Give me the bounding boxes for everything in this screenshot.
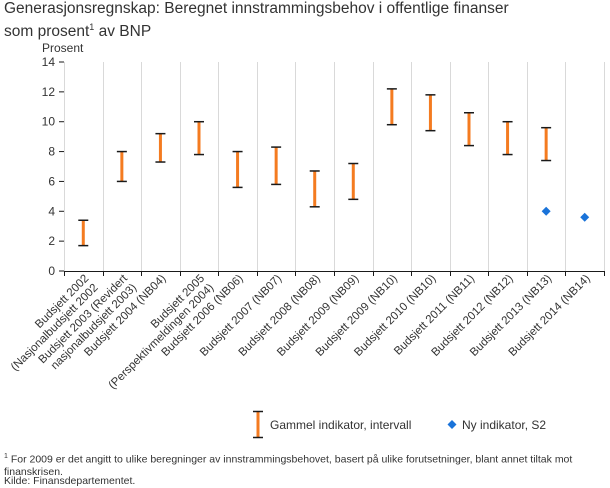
range-bar xyxy=(116,150,127,183)
legend-diamond-symbol xyxy=(447,420,457,429)
footnote: 1 For 2009 er det angitt to ulike beregn… xyxy=(4,451,604,478)
title-line-2a: som prosent xyxy=(4,23,90,41)
y-tick-label: 14 xyxy=(42,55,56,69)
x-axis: Budsjett 2002(Nasjonalbudsjett 2002Budsj… xyxy=(9,271,605,392)
y-tick-label: 8 xyxy=(48,145,55,159)
legend-range-symbol xyxy=(253,410,263,439)
title-footnote-mark: 1 xyxy=(89,22,95,32)
range-bar xyxy=(348,162,359,201)
title-line-1: Generasjonsregnskap: Beregnet innstrammi… xyxy=(4,0,509,17)
y-tick-label: 2 xyxy=(48,234,55,248)
legend-range-label: Gammel indikator, intervall xyxy=(270,418,411,432)
footnote-text: For 2009 er det angitt to ulike beregnin… xyxy=(4,453,573,478)
y-axis-label: Prosent xyxy=(42,41,84,55)
range-bar xyxy=(194,120,204,156)
source-note: Kilde: Finansdepartementet. xyxy=(4,475,136,487)
y-tick-label: 10 xyxy=(42,115,56,129)
legend-diamond-label: Ny indikator, S2 xyxy=(462,418,546,432)
range-bar xyxy=(78,219,89,247)
title-line-2b: av BNP xyxy=(94,23,152,41)
footnote-mark: 1 xyxy=(4,453,8,460)
range-chart: Prosent 0 2 4 6 8 10 12 14 Budsjett 2002(Nasjon… xyxy=(9,41,605,439)
y-tick-label: 4 xyxy=(48,204,55,218)
range-bar xyxy=(309,170,320,208)
range-bar xyxy=(386,88,397,126)
chart-title: Generasjonsregnskap: Beregnet innstrammi… xyxy=(4,0,604,41)
y-axis: 0 2 4 6 8 10 12 14 xyxy=(42,55,64,278)
range-bar xyxy=(464,112,474,147)
y-tick-label: 6 xyxy=(48,174,55,188)
range-bar xyxy=(541,126,552,162)
range-bar xyxy=(232,150,243,189)
diamond-point xyxy=(541,206,551,216)
range-bar xyxy=(502,120,513,156)
range-bar xyxy=(155,132,166,163)
data-marks xyxy=(78,88,590,247)
diamond-point xyxy=(580,212,590,222)
y-tick-label: 0 xyxy=(48,264,55,278)
y-tick-label: 12 xyxy=(42,85,56,99)
grid xyxy=(64,62,605,271)
legend: Gammel indikator, intervall Ny indikator… xyxy=(253,410,546,439)
range-bar xyxy=(425,94,436,132)
range-bar xyxy=(271,146,282,186)
